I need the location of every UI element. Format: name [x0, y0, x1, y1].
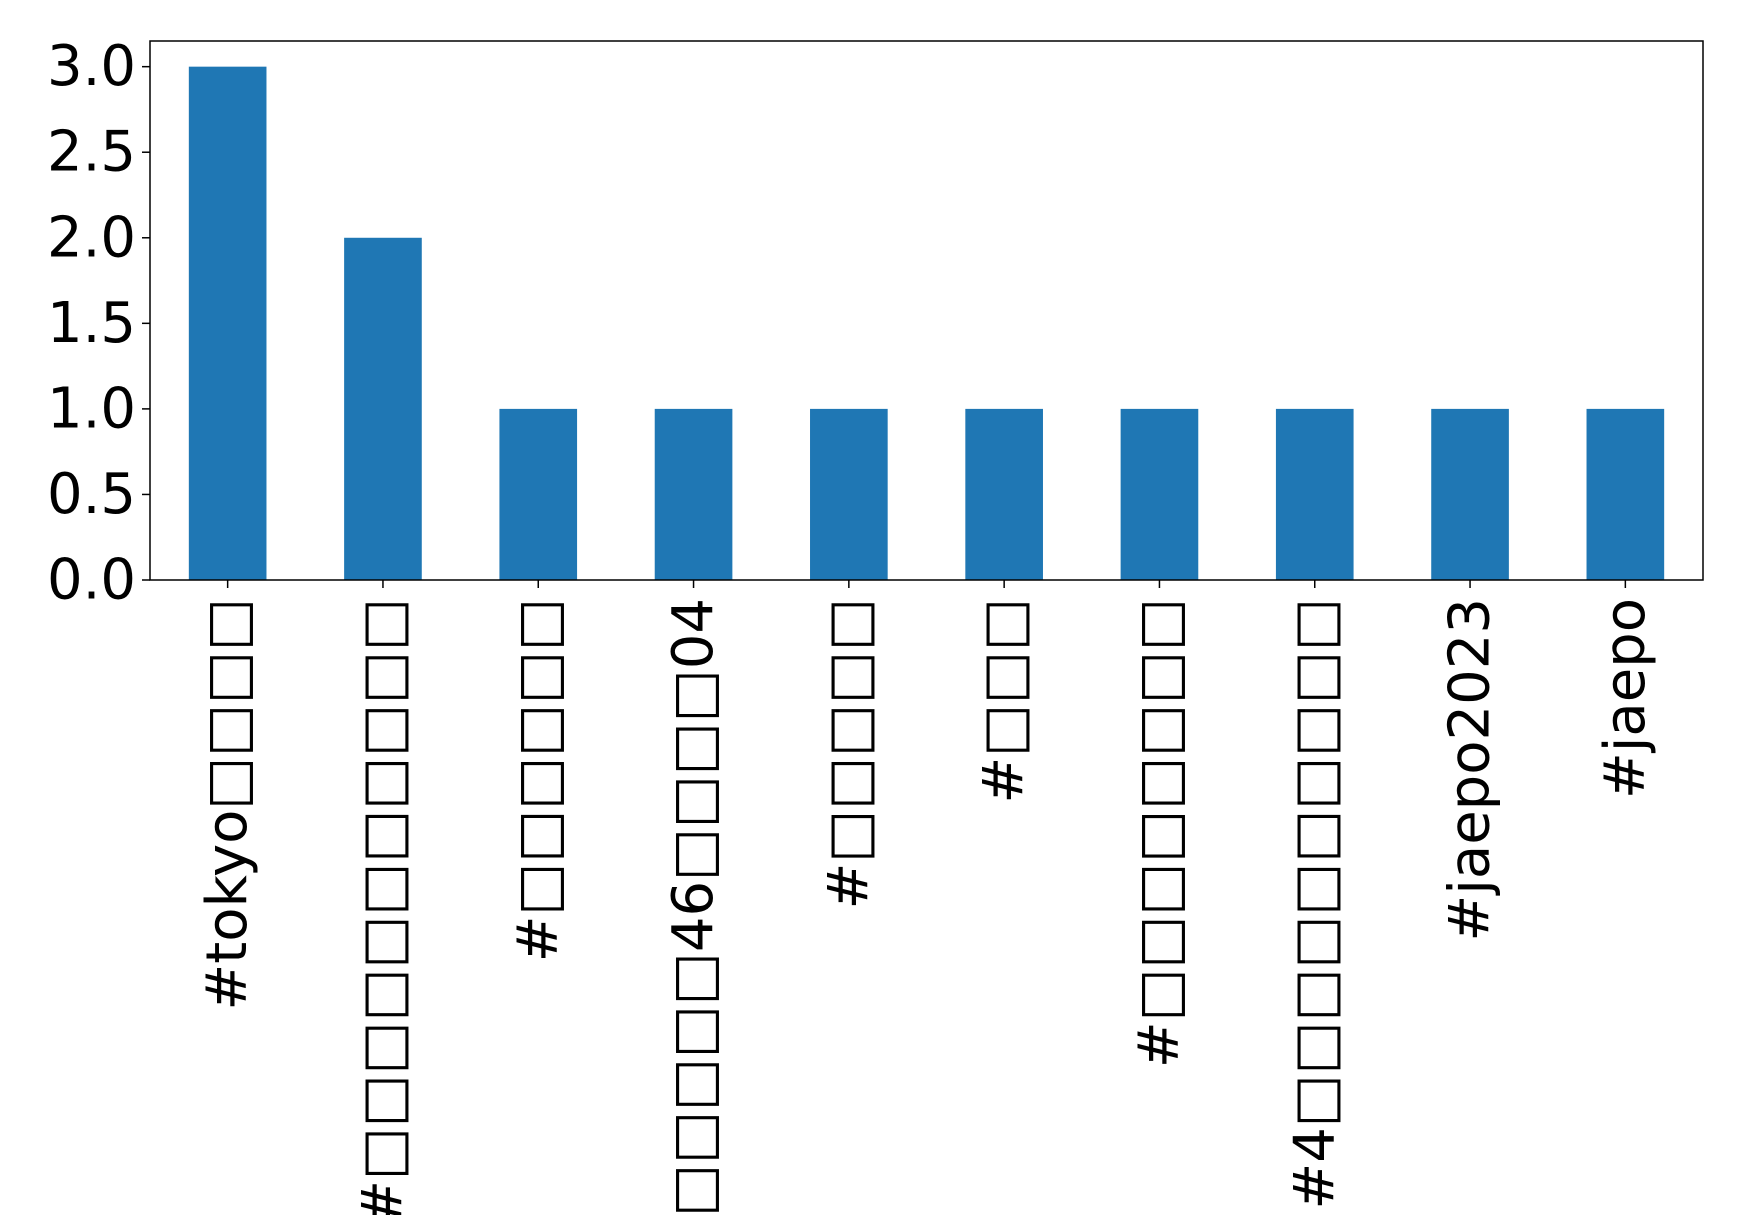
x-tick-label: #jaepo: [1593, 598, 1658, 799]
y-tick-label: 1.0: [47, 376, 136, 441]
y-tick-label: 0.0: [47, 548, 136, 613]
x-axis: #tokyo□□□□ #□□□□□□□□□□□ #□□□□□□ #□□□□□46□□□…: [195, 580, 1658, 1220]
x-tick-label: #□□□: [972, 598, 1037, 804]
y-tick-label: 3.0: [47, 34, 136, 99]
bar-5: [965, 408, 1043, 580]
y-axis: 0.0 0.5 1.0 1.5 2.0 2.5 3.0: [47, 34, 150, 613]
bar-2: [499, 408, 578, 580]
bar-8: [1431, 408, 1509, 580]
y-tick-label: 0.5: [47, 462, 136, 527]
bar-0: [188, 66, 267, 580]
x-tick-label: #□□□□□□: [506, 598, 571, 962]
x-tick-label: #□□□□□□□□□□□: [350, 598, 415, 1215]
x-tick-label: #□□□□□46□□□□04: [661, 598, 726, 1215]
bars-group: [188, 66, 1665, 580]
bar-1: [344, 237, 422, 580]
x-tick-label: #jaepo2023: [1438, 598, 1503, 942]
x-tick-label: #tokyo□□□□: [195, 598, 260, 1011]
y-tick-label: 1.5: [47, 291, 136, 356]
bar-4: [810, 408, 888, 580]
bar-6: [1120, 408, 1199, 580]
x-tick-label: #□□□□□: [816, 598, 881, 909]
x-tick-label: #4□□□□□□□□□□: [1282, 598, 1347, 1210]
bar-9: [1586, 408, 1665, 580]
bar-7: [1275, 408, 1354, 580]
y-tick-label: 2.0: [47, 205, 136, 270]
plot-area-frame: [149, 40, 1704, 581]
bar-3: [654, 408, 733, 580]
x-tick-label: #□□□□□□□□: [1127, 598, 1192, 1068]
y-tick-label: 2.5: [47, 120, 136, 185]
